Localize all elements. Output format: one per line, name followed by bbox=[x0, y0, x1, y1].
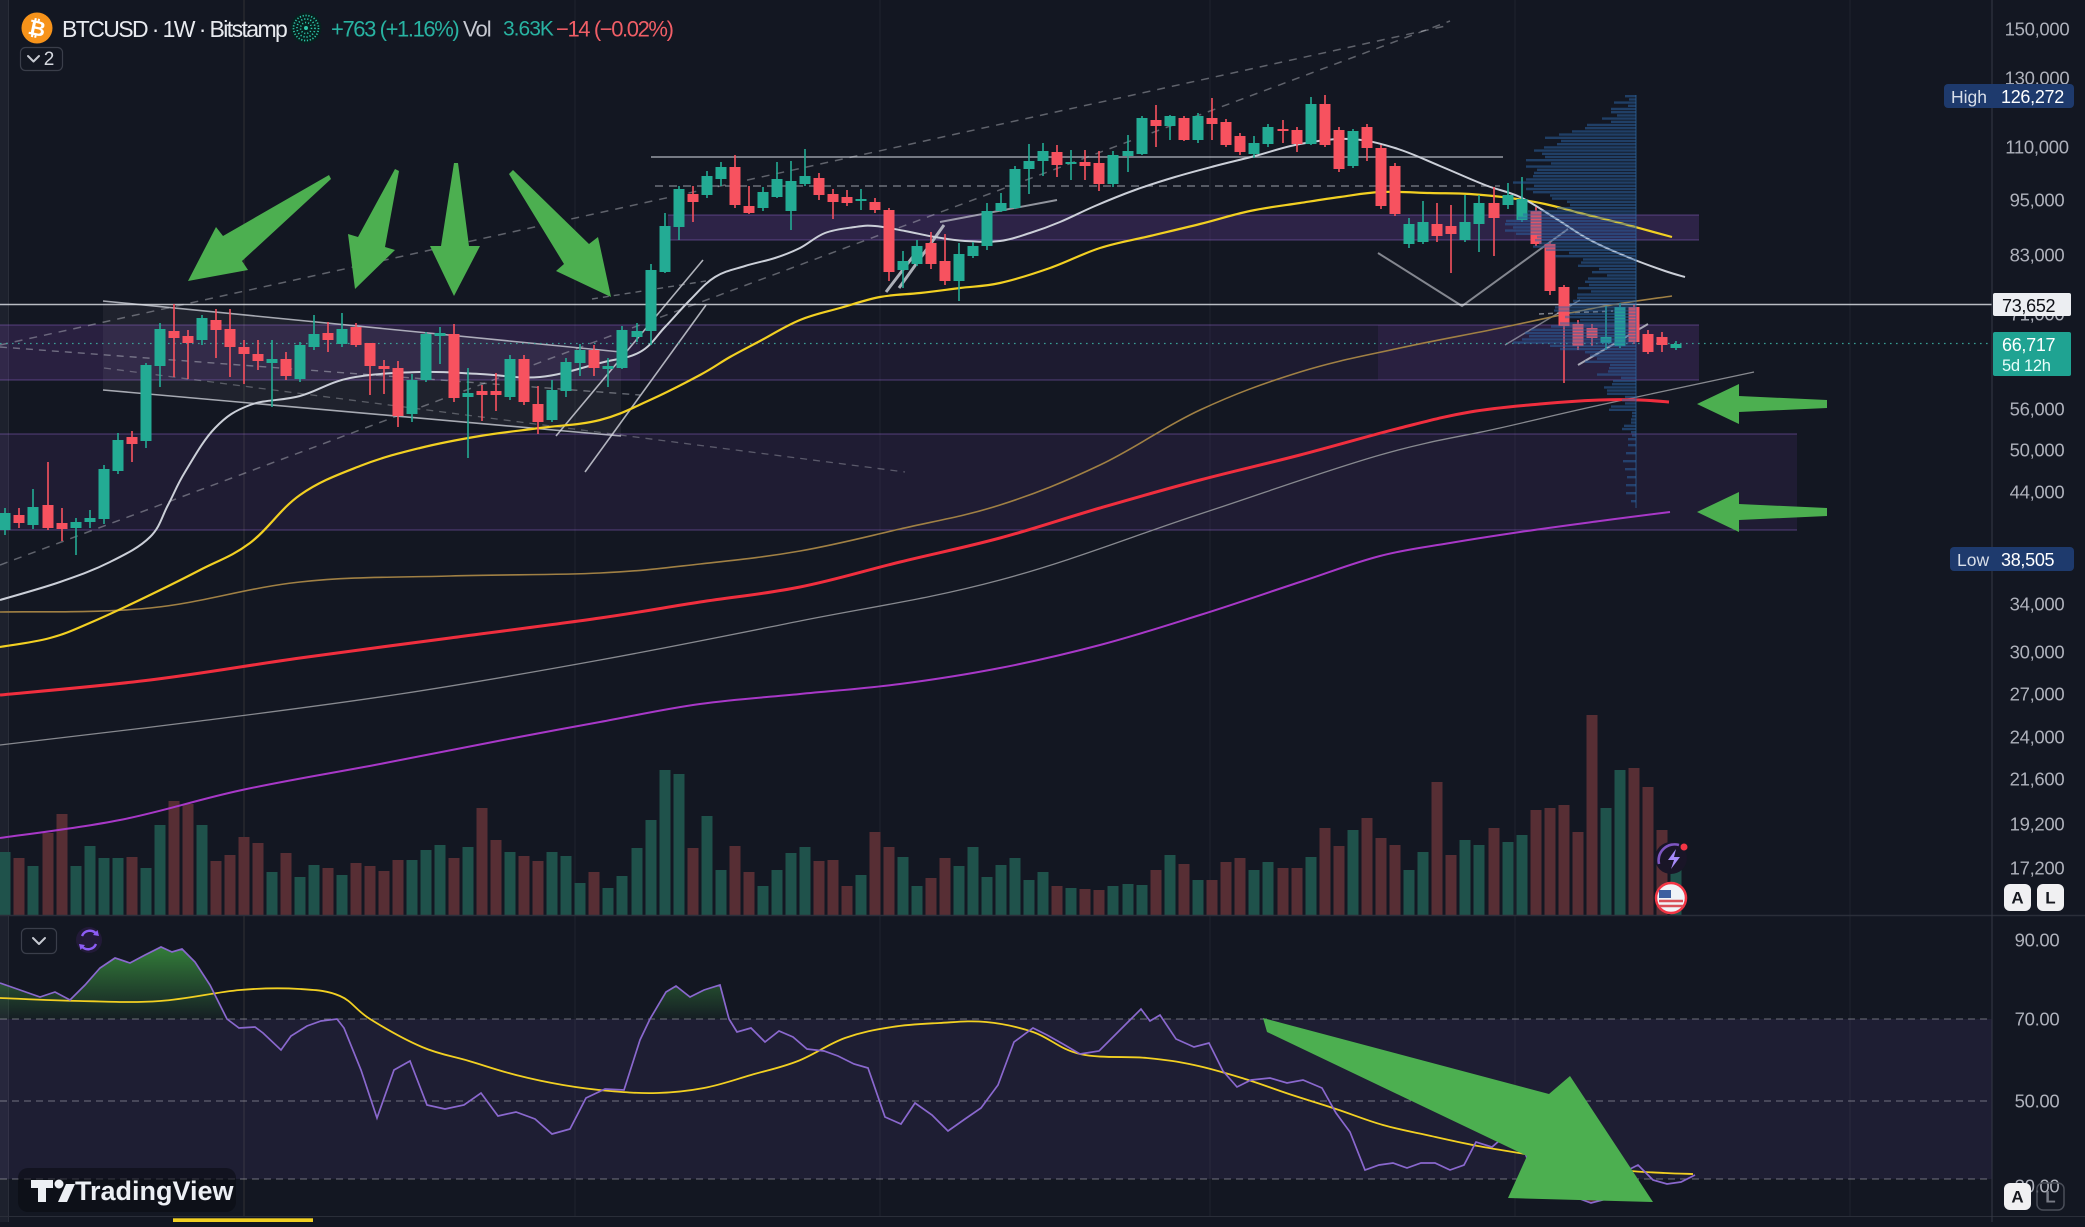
svg-text:126,272: 126,272 bbox=[2001, 87, 2064, 107]
svg-text:Low: Low bbox=[1957, 550, 1989, 570]
svg-text:21,600: 21,600 bbox=[2010, 769, 2065, 790]
svg-text:Vol: Vol bbox=[463, 17, 491, 42]
svg-text:83,000: 83,000 bbox=[2010, 245, 2065, 266]
svg-text:2: 2 bbox=[44, 49, 55, 70]
svg-text:L: L bbox=[2045, 889, 2055, 908]
svg-text:44,000: 44,000 bbox=[2010, 482, 2065, 503]
svg-text:150,000: 150,000 bbox=[2005, 19, 2070, 40]
svg-text:₿: ₿ bbox=[26, 16, 48, 42]
svg-text:17,200: 17,200 bbox=[2010, 858, 2065, 879]
svg-text:L: L bbox=[2045, 1188, 2055, 1207]
svg-text:73,652: 73,652 bbox=[2002, 296, 2056, 316]
svg-text:95,000: 95,000 bbox=[2010, 190, 2065, 211]
svg-text:3.63K: 3.63K bbox=[503, 18, 554, 41]
svg-text:130,000: 130,000 bbox=[2005, 68, 2070, 89]
svg-text:66,717: 66,717 bbox=[2002, 335, 2056, 355]
svg-text:19,200: 19,200 bbox=[2010, 814, 2065, 835]
svg-text:110,000: 110,000 bbox=[2005, 137, 2068, 158]
svg-text:38,505: 38,505 bbox=[2001, 550, 2055, 570]
svg-text:90.00: 90.00 bbox=[2015, 930, 2060, 951]
svg-text:70.00: 70.00 bbox=[2015, 1009, 2060, 1030]
svg-text:30,000: 30,000 bbox=[2010, 642, 2065, 663]
svg-text:56,000: 56,000 bbox=[2010, 399, 2065, 420]
svg-text:24,000: 24,000 bbox=[2010, 727, 2065, 748]
svg-text:−14 (−0.02%): −14 (−0.02%) bbox=[556, 17, 673, 42]
svg-text:High: High bbox=[1951, 87, 1987, 107]
svg-text:50,000: 50,000 bbox=[2010, 440, 2065, 461]
svg-text:A: A bbox=[2011, 1188, 2023, 1207]
svg-text:27,000: 27,000 bbox=[2010, 684, 2065, 705]
svg-text:A: A bbox=[2011, 889, 2023, 908]
svg-text:34,000: 34,000 bbox=[2010, 594, 2065, 615]
svg-text:+763 (+1.16%): +763 (+1.16%) bbox=[331, 17, 458, 42]
svg-text:TradingView: TradingView bbox=[75, 1176, 235, 1206]
svg-text:50.00: 50.00 bbox=[2015, 1091, 2060, 1112]
svg-text:BTCUSD · 1W · Bitstamp: BTCUSD · 1W · Bitstamp bbox=[62, 16, 287, 42]
svg-text:5d 12h: 5d 12h bbox=[2002, 357, 2051, 375]
